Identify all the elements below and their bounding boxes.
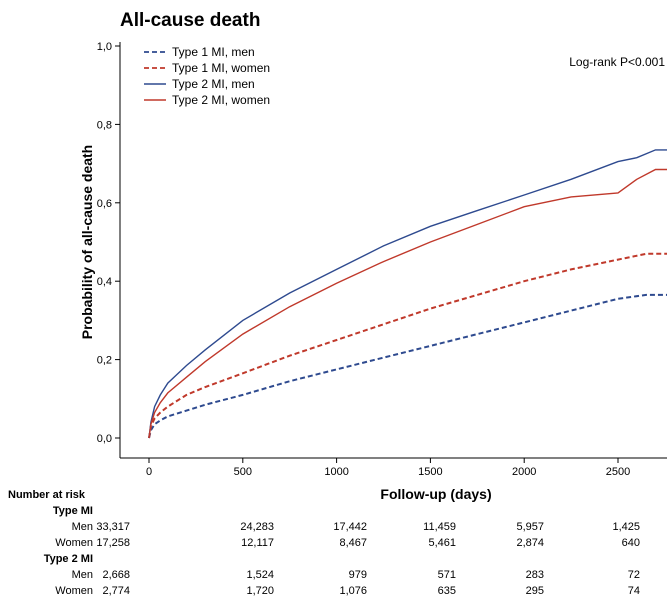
risk-cell: 2,668 (102, 569, 130, 581)
risk-cell: 640 (621, 537, 640, 549)
risk-cell: 1,524 (246, 569, 274, 581)
y-axis-label: Probability of all-cause death (79, 145, 95, 340)
y-tick-label: 1,0 (97, 41, 112, 53)
x-tick-label: 2000 (512, 466, 536, 478)
risk-cell: 33,317 (96, 521, 130, 533)
risk-cell: 635 (437, 585, 456, 597)
y-tick-label: 0,6 (97, 198, 112, 210)
y-tick-label: 0,8 (97, 119, 112, 131)
risk-cell: 1,076 (339, 585, 367, 597)
x-tick-label: 0 (146, 466, 152, 478)
risk-cell: 2,774 (102, 585, 130, 597)
risk-cell: 17,258 (96, 537, 130, 549)
risk-row-label: Men (71, 569, 93, 581)
risk-row-label: Men (71, 521, 93, 533)
risk-cell: 8,467 (339, 537, 367, 549)
legend-label: Type 2 MI, women (172, 93, 270, 107)
x-tick-label: 2500 (606, 466, 630, 478)
legend-label: Type 1 MI, men (172, 45, 255, 59)
series-line-3 (148, 149, 667, 439)
risk-cell: 17,442 (333, 521, 367, 533)
risk-cell: 24,283 (240, 521, 274, 533)
legend-label: Type 2 MI, men (172, 77, 255, 91)
risk-group-label: Type 2 MI (43, 553, 93, 565)
log-rank-annotation: Log-rank P<0.001 (569, 55, 665, 69)
risk-row-label: Women (55, 585, 93, 597)
risk-cell: 2,874 (516, 537, 544, 549)
x-axis-label: Follow-up (days) (380, 486, 491, 502)
legend-label: Type 1 MI, women (172, 61, 270, 75)
risk-cell: 1,720 (246, 585, 274, 597)
risk-cell: 12,117 (241, 537, 274, 549)
risk-cell: 979 (348, 569, 367, 581)
risk-cell: 5,461 (428, 537, 456, 549)
series-line-2 (148, 252, 667, 439)
x-tick-label: 1500 (418, 466, 442, 478)
y-tick-label: 0,4 (97, 276, 112, 288)
risk-table-heading: Number at risk (8, 489, 86, 501)
y-tick-label: 0,0 (97, 433, 112, 445)
risk-cell: 571 (437, 569, 456, 581)
risk-cell: 11,459 (423, 521, 456, 533)
risk-cell: 283 (525, 569, 544, 581)
series-line-1 (148, 293, 667, 439)
risk-cell: 1,425 (612, 521, 640, 533)
risk-cell: 295 (525, 585, 544, 597)
risk-cell: 72 (627, 569, 640, 581)
risk-group-label: Type MI (52, 505, 93, 517)
y-tick-label: 0,2 (97, 355, 112, 367)
x-tick-label: 1000 (324, 466, 348, 478)
risk-cell: 74 (627, 585, 640, 597)
chart-title: All-cause death (120, 10, 260, 31)
risk-cell: 5,957 (516, 521, 544, 533)
x-tick-label: 500 (234, 466, 252, 478)
risk-row-label: Women (55, 537, 93, 549)
series-line-4 (148, 168, 667, 439)
